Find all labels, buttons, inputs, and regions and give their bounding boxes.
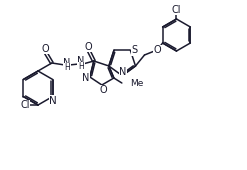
Text: Cl: Cl: [172, 5, 181, 15]
Text: O: O: [41, 44, 49, 54]
Text: H: H: [78, 62, 84, 71]
Text: S: S: [131, 45, 138, 55]
Text: N: N: [63, 57, 71, 67]
Text: N: N: [82, 73, 90, 83]
Text: N: N: [77, 56, 84, 66]
Text: O: O: [84, 42, 92, 52]
Text: O: O: [99, 85, 107, 95]
Text: Cl: Cl: [20, 100, 30, 110]
Text: O: O: [154, 45, 161, 55]
Text: N: N: [120, 67, 127, 77]
Text: H: H: [64, 63, 70, 72]
Text: Me: Me: [130, 79, 143, 88]
Text: N: N: [49, 96, 57, 106]
